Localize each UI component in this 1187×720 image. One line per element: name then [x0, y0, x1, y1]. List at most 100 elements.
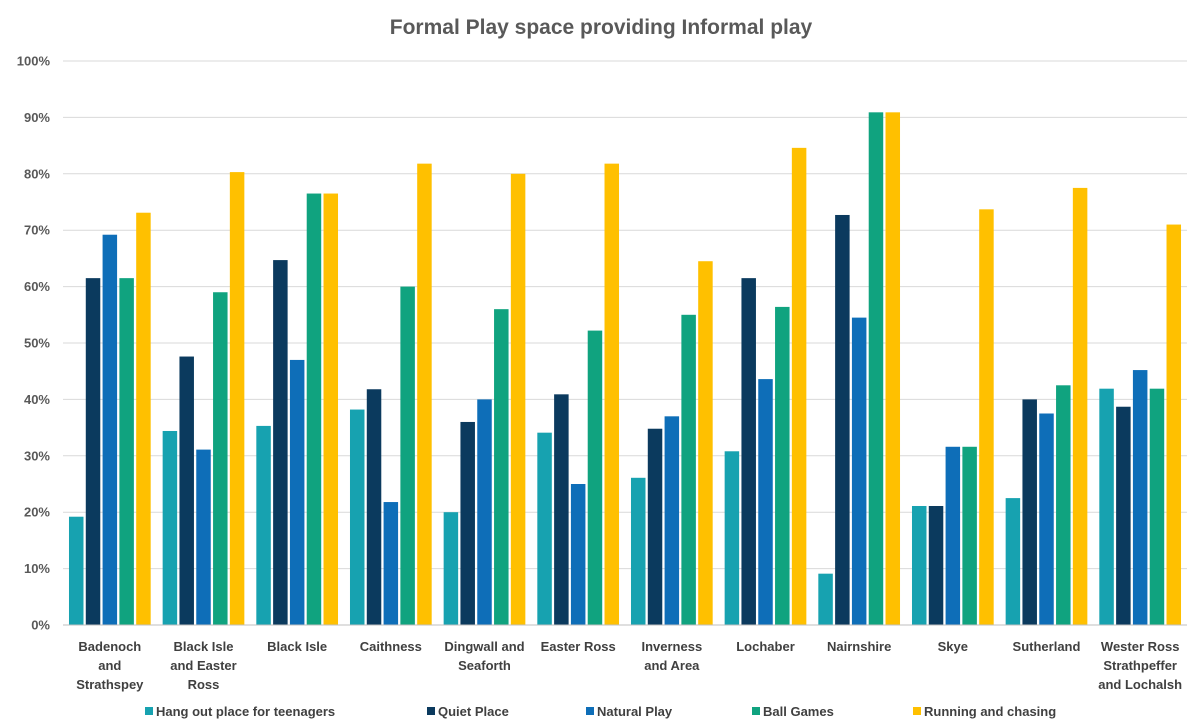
- x-tick-label: Black Isle: [267, 639, 327, 654]
- bar: [510, 173, 526, 626]
- x-tick-label: Skye: [938, 639, 968, 654]
- bar: [945, 446, 961, 625]
- bar: [647, 428, 663, 625]
- bar: [349, 409, 365, 625]
- bar: [417, 163, 432, 625]
- bar: [213, 292, 228, 625]
- chart-title: Formal Play space providing Informal pla…: [390, 16, 813, 39]
- x-tick-label: Inverness and Area: [641, 639, 702, 673]
- bar: [681, 314, 696, 625]
- bar: [68, 516, 84, 625]
- y-tick-label: 0%: [31, 618, 50, 633]
- bar: [604, 163, 620, 625]
- y-tick-label: 20%: [24, 505, 50, 520]
- x-tick-label: Caithness: [360, 639, 422, 654]
- x-tick-label: Black Isle and Easter Ross: [170, 639, 236, 692]
- bar: [928, 505, 944, 625]
- bar: [1072, 187, 1088, 625]
- y-tick-label: 30%: [24, 448, 50, 463]
- bar: [775, 306, 790, 625]
- bar: [911, 505, 927, 625]
- bar: [366, 389, 382, 625]
- bar: [273, 260, 288, 625]
- bar: [102, 234, 118, 625]
- bar: [1005, 498, 1021, 625]
- legend-label: Quiet Place: [438, 704, 509, 719]
- bar: [85, 278, 101, 625]
- bar: [570, 484, 586, 625]
- legend-swatch: [427, 707, 435, 715]
- bar: [537, 432, 552, 625]
- y-tick-label: 100%: [17, 54, 51, 69]
- y-tick-label: 50%: [24, 336, 50, 351]
- legend-swatch: [586, 707, 594, 715]
- legend: Hang out place for teenagers Quiet Place N…: [145, 704, 1056, 719]
- x-tick-label: Wester Ross Strathpeffer and Lochalsh: [1098, 639, 1182, 692]
- y-tick-label: 70%: [24, 223, 50, 238]
- bar: [1116, 406, 1131, 625]
- legend-label: Natural Play: [597, 704, 673, 719]
- bar: [630, 477, 646, 625]
- y-tick-label: 90%: [24, 110, 50, 125]
- bar: [477, 399, 492, 625]
- bar: [791, 147, 807, 625]
- x-tick-label: Easter Ross: [541, 639, 616, 654]
- bar: [119, 278, 134, 625]
- bar: [306, 193, 322, 626]
- x-tick-label: Badenoch and Strathspey: [76, 639, 144, 692]
- bar: [664, 416, 680, 625]
- legend-swatch: [145, 707, 153, 715]
- legend-swatch: [913, 707, 921, 715]
- bar: [323, 193, 339, 626]
- y-tick-label: 40%: [24, 392, 50, 407]
- bar: [289, 359, 305, 625]
- bar: [1022, 399, 1037, 625]
- legend-swatch: [752, 707, 760, 715]
- bar: [256, 425, 271, 625]
- bar: [885, 112, 901, 626]
- bar: [400, 286, 415, 625]
- bar: [962, 446, 977, 625]
- bar: [851, 317, 867, 625]
- y-tick-label: 60%: [24, 279, 50, 294]
- bar: [136, 212, 151, 625]
- bar: [494, 309, 509, 625]
- bar: [383, 502, 399, 625]
- bar: [1132, 370, 1148, 625]
- gridlines: [63, 60, 1187, 570]
- legend-label: Hang out place for teenagers: [156, 704, 335, 719]
- bar: [818, 573, 833, 625]
- x-tick-label: Nairnshire: [827, 639, 891, 654]
- bar: [979, 209, 994, 625]
- bar: [1039, 413, 1054, 625]
- bar: [698, 261, 713, 625]
- bars: [68, 112, 1182, 626]
- x-tick-label: Lochaber: [736, 639, 795, 654]
- y-tick-label: 80%: [24, 166, 50, 181]
- bar: [229, 172, 245, 625]
- bar: [1056, 385, 1071, 625]
- legend-label: Ball Games: [763, 704, 834, 719]
- y-tick-label: 10%: [24, 561, 50, 576]
- bar: [443, 512, 459, 625]
- bar: [741, 278, 756, 625]
- x-axis-tick-labels: Badenoch and Strathspey Black Isle and Easte…: [76, 639, 1182, 692]
- x-tick-label: Sutherland: [1013, 639, 1081, 654]
- bar: [554, 394, 569, 625]
- bar: [1166, 224, 1182, 625]
- bar: [179, 356, 194, 625]
- bar: [460, 421, 475, 625]
- legend-label: Running and chasing: [924, 704, 1056, 719]
- bar: [724, 451, 740, 625]
- bar: [1149, 388, 1165, 625]
- bar: [758, 379, 773, 625]
- bar: [1099, 388, 1114, 625]
- x-tick-label: Dingwall and Seaforth: [444, 639, 524, 673]
- bar: [196, 449, 211, 625]
- y-axis-tick-labels: 0% 10% 20% 30% 40% 50% 60% 70% 80% 90% 100%: [17, 54, 51, 633]
- bar: [868, 112, 884, 626]
- bar: [587, 330, 603, 625]
- bar: [835, 214, 850, 626]
- bar: [162, 430, 178, 625]
